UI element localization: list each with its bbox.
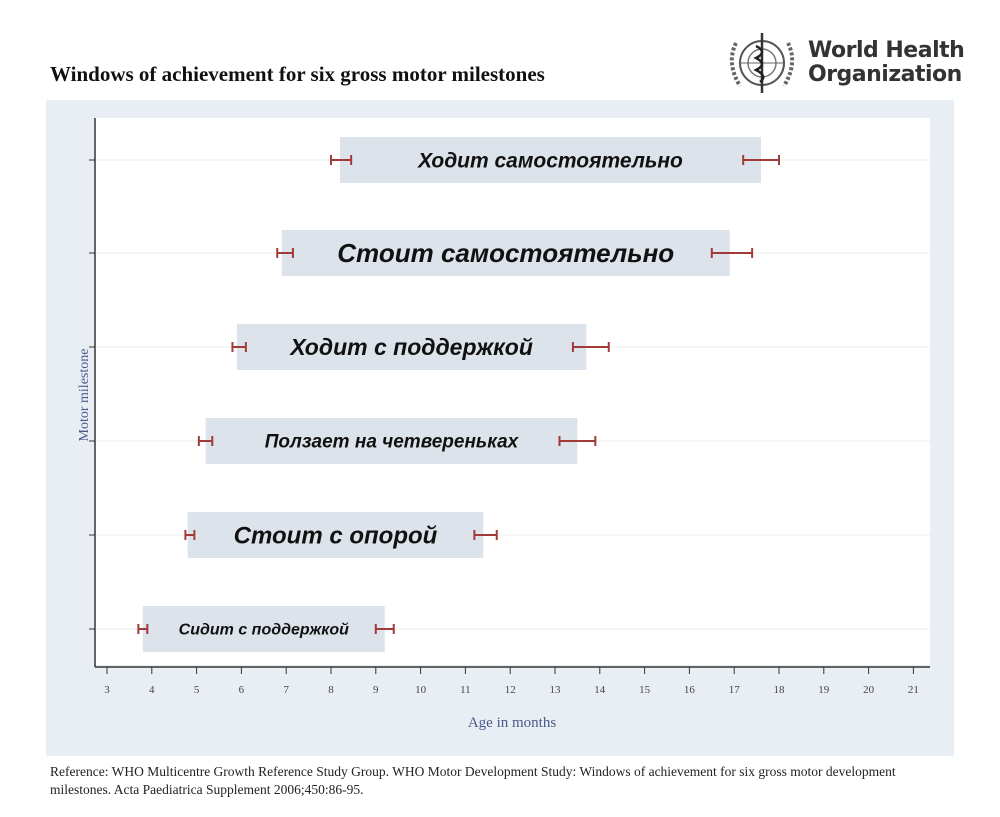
- ci-whisker: [276, 248, 294, 258]
- chart-title: Windows of achievement for six gross mot…: [50, 62, 545, 86]
- y-axis-label: Motor milestone: [77, 349, 92, 442]
- milestone-label: Ходит с поддержкой: [288, 334, 533, 360]
- milestone-label: Сидит с поддержкой: [179, 622, 349, 639]
- x-tick-label: 13: [550, 684, 562, 696]
- x-tick-label: 8: [328, 684, 334, 696]
- x-tick-label: 6: [239, 684, 245, 696]
- ci-whisker: [137, 624, 149, 634]
- ci-whisker: [558, 436, 597, 446]
- x-tick-label: 15: [639, 684, 651, 696]
- milestone-label: Стоит самостоятельно: [337, 238, 674, 268]
- ci-whisker: [374, 624, 395, 634]
- x-tick-label: 7: [283, 684, 289, 696]
- ci-whisker: [742, 155, 780, 165]
- x-tick-label: 17: [729, 684, 741, 696]
- milestone-label: Стоит с опорой: [234, 522, 438, 549]
- who-emblem-icon: [729, 33, 795, 93]
- ci-whisker: [231, 342, 247, 352]
- ci-whisker: [330, 155, 353, 165]
- plot-area: [95, 118, 930, 665]
- milestone-window-bar: [142, 606, 385, 652]
- milestone-label: Ползает на четвереньках: [265, 432, 520, 453]
- ci-whisker: [710, 248, 754, 258]
- milestone-window-bar: [205, 418, 578, 464]
- x-tick-label: 10: [415, 684, 427, 696]
- x-tick-label: 5: [194, 684, 200, 696]
- x-tick-label: 14: [594, 684, 606, 696]
- ci-whisker: [197, 436, 214, 446]
- milestone-window-bar: [187, 512, 484, 558]
- x-tick-label: 21: [908, 684, 919, 696]
- milestone-window-bar: [281, 230, 730, 276]
- logo-line2: Organization: [808, 62, 962, 87]
- x-tick-label: 11: [460, 684, 471, 696]
- x-tick-label: 19: [818, 684, 830, 696]
- x-tick-label: 16: [684, 684, 696, 696]
- ci-whisker: [571, 342, 610, 352]
- ci-whisker: [473, 530, 498, 540]
- logo-line1: World Health: [808, 38, 965, 63]
- ci-whisker: [184, 530, 196, 540]
- x-tick-label: 20: [863, 684, 875, 696]
- x-tick-label: 12: [505, 684, 516, 696]
- x-tick-label: 4: [149, 684, 155, 696]
- x-tick-label: 3: [104, 684, 110, 696]
- milestone-window-bar: [236, 324, 587, 370]
- who-logo: World Health Organization: [722, 28, 965, 98]
- milestone-label: Ходит самостоятельно: [417, 149, 683, 172]
- x-tick-label: 18: [774, 684, 786, 696]
- x-tick-label: 9: [373, 684, 379, 696]
- x-axis-label: Age in months: [468, 715, 556, 731]
- milestone-window-bar: [339, 137, 762, 183]
- reference-note: Reference: WHO Multicentre Growth Refere…: [50, 764, 896, 797]
